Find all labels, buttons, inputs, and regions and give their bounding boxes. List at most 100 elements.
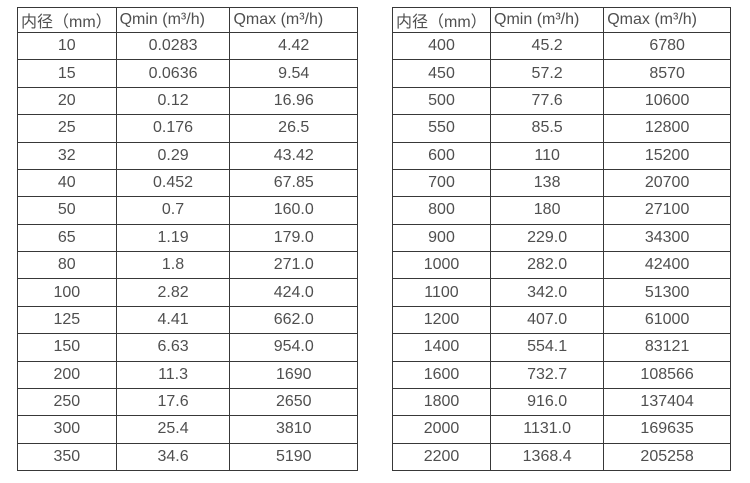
table-cell-inner-diameter: 80 [17,250,117,280]
flow-table-left: 内径（mm） Qmin (m³/h) Qmax (m³/h) 10 0.0283 4.4… [17,7,358,472]
table-row: 1800 916.0 137404 [391,387,731,417]
table-cell-qmax: 12800 [603,114,731,143]
table-cell-qmax: 51300 [603,278,731,307]
table-cell-qmin: 11.3 [115,360,231,389]
table-cell-inner-diameter: 550 [391,114,492,143]
flow-table-left-header: 内径（mm） Qmin (m³/h) Qmax (m³/h) [17,7,358,33]
table-cell-qmin: 77.6 [490,86,605,116]
table-row: 10 0.0283 4.42 [17,31,358,61]
table-row: 450 57.2 8570 [391,59,731,88]
table-cell-qmin: 110 [490,141,605,170]
table-cell-qmax: 42400 [603,250,731,280]
table-cell-inner-diameter: 50 [17,196,117,225]
table-cell-qmin: 25.4 [115,415,231,444]
table-cell-qmin: 34.6 [115,442,231,472]
table-cell-qmax: 424.0 [229,278,358,307]
table-row: 250 17.6 2650 [17,387,358,417]
table-cell-qmax: 179.0 [229,223,358,253]
table-cell-qmax: 662.0 [229,305,358,335]
table-cell-qmin: 1.19 [115,223,231,253]
table-row: 350 34.6 5190 [17,442,358,472]
table-cell-inner-diameter: 300 [17,415,117,444]
table-row: 1000 282.0 42400 [391,250,731,280]
table-row: 900 229.0 34300 [391,223,731,253]
column-header-inner-diameter: 内径（mm） [17,7,117,33]
table-row: 800 180 27100 [391,196,731,225]
table-cell-qmin: 45.2 [490,31,605,61]
table-row: 600 110 15200 [391,141,731,170]
table-cell-qmin: 4.41 [115,305,231,335]
header-row: 内径（mm） Qmin (m³/h) Qmax (m³/h) [391,7,731,33]
table-cell-qmin: 0.12 [115,86,231,116]
table-cell-inner-diameter: 10 [17,31,117,61]
table-cell-inner-diameter: 32 [17,141,117,170]
table-cell-inner-diameter: 1000 [391,250,492,280]
table-row: 80 1.8 271.0 [17,250,358,280]
table-cell-inner-diameter: 1600 [391,360,492,389]
table-cell-qmin: 0.29 [115,141,231,170]
table-row: 2200 1368.4 205258 [391,442,731,472]
table-row: 50 0.7 160.0 [17,196,358,225]
table-cell-qmin: 0.176 [115,114,231,143]
flow-table-left-body: 10 0.0283 4.42 15 0.0636 9.54 20 0.12 16.96 25 0.1… [17,31,358,472]
table-cell-qmax: 20700 [603,168,731,198]
table-cell-qmin: 17.6 [115,387,231,417]
column-header-qmin: Qmin (m³/h) [115,7,231,33]
table-cell-inner-diameter: 350 [17,442,117,472]
table-cell-qmax: 67.85 [229,168,358,198]
table-cell-qmin: 180 [490,196,605,225]
table-cell-qmax: 34300 [603,223,731,253]
table-cell-inner-diameter: 125 [17,305,117,335]
table-row: 65 1.19 179.0 [17,223,358,253]
table-cell-qmax: 1690 [229,360,358,389]
table-row: 1200 407.0 61000 [391,305,731,335]
table-cell-inner-diameter: 900 [391,223,492,253]
table-cell-inner-diameter: 500 [391,86,492,116]
table-cell-qmin: 0.0283 [115,31,231,61]
table-cell-inner-diameter: 400 [391,31,492,61]
table-cell-qmax: 954.0 [229,333,358,362]
table-cell-qmax: 108566 [603,360,731,389]
table-row: 700 138 20700 [391,168,731,198]
table-cell-qmin: 916.0 [490,387,605,417]
table-cell-inner-diameter: 2000 [391,415,492,444]
table-row: 15 0.0636 9.54 [17,59,358,88]
table-row: 550 85.5 12800 [391,114,731,143]
table-row: 1100 342.0 51300 [391,278,731,307]
table-cell-inner-diameter: 20 [17,86,117,116]
table-cell-qmin: 407.0 [490,305,605,335]
table-cell-qmax: 27100 [603,196,731,225]
table-cell-qmin: 1.8 [115,250,231,280]
table-cell-qmax: 8570 [603,59,731,88]
column-header-qmax: Qmax (m³/h) [229,7,358,33]
table-cell-qmin: 554.1 [490,333,605,362]
table-cell-inner-diameter: 1400 [391,333,492,362]
table-cell-qmin: 85.5 [490,114,605,143]
flow-table-right-header: 内径（mm） Qmin (m³/h) Qmax (m³/h) [391,7,731,33]
table-cell-inner-diameter: 1100 [391,278,492,307]
table-row: 200 11.3 1690 [17,360,358,389]
table-row: 400 45.2 6780 [391,31,731,61]
column-header-qmax: Qmax (m³/h) [603,7,731,33]
table-row: 32 0.29 43.42 [17,141,358,170]
table-cell-qmax: 9.54 [229,59,358,88]
table-cell-qmin: 0.7 [115,196,231,225]
table-cell-qmax: 4.42 [229,31,358,61]
table-cell-qmax: 271.0 [229,250,358,280]
table-cell-inner-diameter: 200 [17,360,117,389]
table-cell-qmax: 137404 [603,387,731,417]
table-cell-qmin: 229.0 [490,223,605,253]
table-cell-qmin: 0.452 [115,168,231,198]
table-cell-qmax: 26.5 [229,114,358,143]
table-cell-inner-diameter: 700 [391,168,492,198]
table-cell-qmin: 138 [490,168,605,198]
table-cell-qmax: 83121 [603,333,731,362]
table-row: 1600 732.7 108566 [391,360,731,389]
table-row: 500 77.6 10600 [391,86,731,116]
table-cell-qmax: 15200 [603,141,731,170]
table-cell-inner-diameter: 800 [391,196,492,225]
table-cell-qmax: 2650 [229,387,358,417]
table-row: 20 0.12 16.96 [17,86,358,116]
table-row: 2000 1131.0 169635 [391,415,731,444]
